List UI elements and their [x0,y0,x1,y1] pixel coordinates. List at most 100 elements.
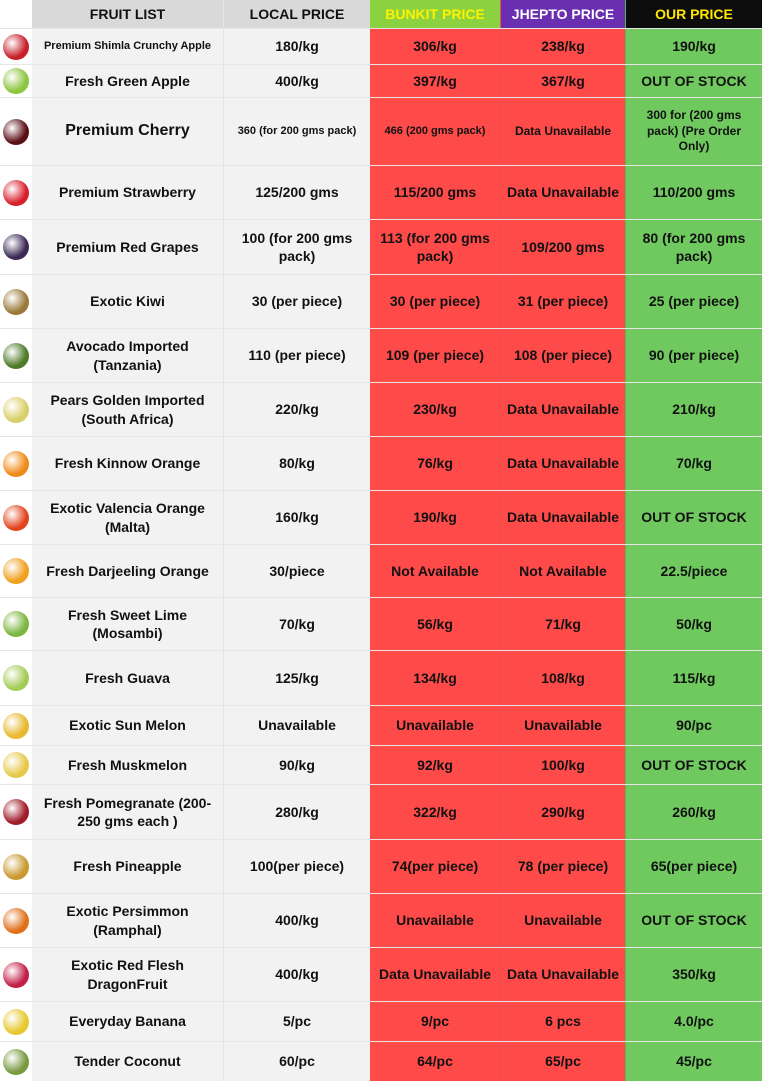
our-price-cell: 45/pc [625,1042,762,1081]
jhepto-price-cell: 109/200 gms [501,220,625,274]
table-row: Exotic Persimmon (Ramphal) 400/kg Unavaila… [0,893,762,947]
local-price-cell: 180/kg [224,29,370,64]
bunkit-price-cell: 64/pc [370,1042,501,1081]
table-row: Fresh Kinnow Orange 80/kg 76/kg Data Unavai… [0,436,762,490]
fruit-image [0,706,32,745]
jhepto-price-cell: Data Unavailable [501,491,625,544]
jhepto-price-cell: 367/kg [501,65,625,97]
fruit-name-cell: Fresh Pineapple [32,840,224,893]
table-row: Avocado Imported (Tanzania) 110 (per piec… [0,328,762,382]
local-price-cell: 5/pc [224,1002,370,1041]
fruit-name-cell: Exotic Sun Melon [32,706,224,745]
jhepto-price-cell: 290/kg [501,785,625,839]
local-price-cell: 70/kg [224,598,370,650]
table-row: Pears Golden Imported (South Africa) 220/… [0,382,762,436]
local-price-cell: 400/kg [224,894,370,947]
header-jhepto-price: JHEPTO PRICE [501,0,625,28]
fruit-image [0,894,32,947]
jhepto-price-cell: 6 pcs [501,1002,625,1041]
fruit-image [0,746,32,784]
our-price-cell: 65(per piece) [625,840,762,893]
bunkit-price-cell: 230/kg [370,383,501,436]
fruit-image [0,29,32,64]
bunkit-price-cell: 92/kg [370,746,501,784]
our-price-cell: 4.0/pc [625,1002,762,1041]
our-price-cell: 90/pc [625,706,762,745]
our-price-cell: 210/kg [625,383,762,436]
fruit-image [0,1002,32,1041]
fruit-name-cell: Exotic Red Flesh DragonFruit [32,948,224,1001]
our-price-cell: 22.5/piece [625,545,762,597]
local-price-cell: 30/piece [224,545,370,597]
local-price-cell: 80/kg [224,437,370,490]
fruit-thumbnail-icon [3,450,29,477]
fruit-name-cell: Exotic Kiwi [32,275,224,328]
table-row: Fresh Pomegranate (200-250 gms each ) 280… [0,784,762,839]
jhepto-price-cell: 108 (per piece) [501,329,625,382]
our-price-cell: 115/kg [625,651,762,705]
fruit-image [0,598,32,650]
table-row: Tender Coconut 60/pc 64/pc 65/pc 45/pc [0,1041,762,1081]
fruit-name-cell: Fresh Darjeeling Orange [32,545,224,597]
fruit-thumbnail-icon [3,853,29,880]
jhepto-price-cell: Data Unavailable [501,98,625,165]
our-price-cell: 70/kg [625,437,762,490]
jhepto-price-cell: Data Unavailable [501,437,625,490]
bunkit-price-cell: 113 (for 200 gms pack) [370,220,501,274]
fruit-name-cell: Fresh Muskmelon [32,746,224,784]
our-price-cell: 80 (for 200 gms pack) [625,220,762,274]
fruit-thumbnail-icon [3,118,29,145]
header-our-price: OUR PRICE [625,0,762,28]
table-body: Premium Shimla Crunchy Apple 180/kg 306/kg… [0,28,762,1081]
bunkit-price-cell: 322/kg [370,785,501,839]
our-price-cell: OUT OF STOCK [625,746,762,784]
our-price-cell: 90 (per piece) [625,329,762,382]
our-price-cell: 260/kg [625,785,762,839]
bunkit-price-cell: 134/kg [370,651,501,705]
bunkit-price-cell: 30 (per piece) [370,275,501,328]
local-price-cell: 400/kg [224,948,370,1001]
fruit-name-cell: Premium Cherry [32,98,224,165]
fruit-thumbnail-icon [3,558,29,584]
fruit-name-cell: Exotic Valencia Orange (Malta) [32,491,224,544]
jhepto-price-cell: Data Unavailable [501,383,625,436]
jhepto-price-cell: 238/kg [501,29,625,64]
fruit-thumbnail-icon [3,907,29,934]
table-header: FRUIT LIST LOCAL PRICE BUNKIT PRICE JHEP… [0,0,762,28]
our-price-cell: 50/kg [625,598,762,650]
fruit-image [0,785,32,839]
fruit-thumbnail-icon [3,68,29,94]
table-row: Premium Shimla Crunchy Apple 180/kg 306/kg… [0,28,762,64]
fruit-image [0,545,32,597]
bunkit-price-cell: Not Available [370,545,501,597]
local-price-cell: 125/200 gms [224,166,370,219]
fruit-name-cell: Tender Coconut [32,1042,224,1081]
fruit-image [0,948,32,1001]
table-row: Everyday Banana 5/pc 9/pc 6 pcs 4.0/pc [0,1001,762,1041]
fruit-thumbnail-icon [3,288,29,315]
our-price-cell: OUT OF STOCK [625,894,762,947]
our-price-cell: 25 (per piece) [625,275,762,328]
bunkit-price-cell: 115/200 gms [370,166,501,219]
fruit-name-cell: Premium Strawberry [32,166,224,219]
bunkit-price-cell: Unavailable [370,706,501,745]
bunkit-price-cell: Data Unavailable [370,948,501,1001]
fruit-image [0,65,32,97]
fruit-image [0,437,32,490]
local-price-cell: 125/kg [224,651,370,705]
fruit-image [0,329,32,382]
table-row: Premium Red Grapes 100 (for 200 gms pack)… [0,219,762,274]
fruit-image [0,166,32,219]
local-price-cell: 100(per piece) [224,840,370,893]
local-price-cell: 280/kg [224,785,370,839]
fruit-name-cell: Fresh Kinnow Orange [32,437,224,490]
fruit-image [0,275,32,328]
jhepto-price-cell: Unavailable [501,894,625,947]
fruit-image [0,98,32,165]
fruit-image [0,651,32,705]
header-local-price: LOCAL PRICE [224,0,370,28]
local-price-cell: 220/kg [224,383,370,436]
jhepto-price-cell: Unavailable [501,706,625,745]
header-bunkit-price: BUNKIT PRICE [370,0,501,28]
